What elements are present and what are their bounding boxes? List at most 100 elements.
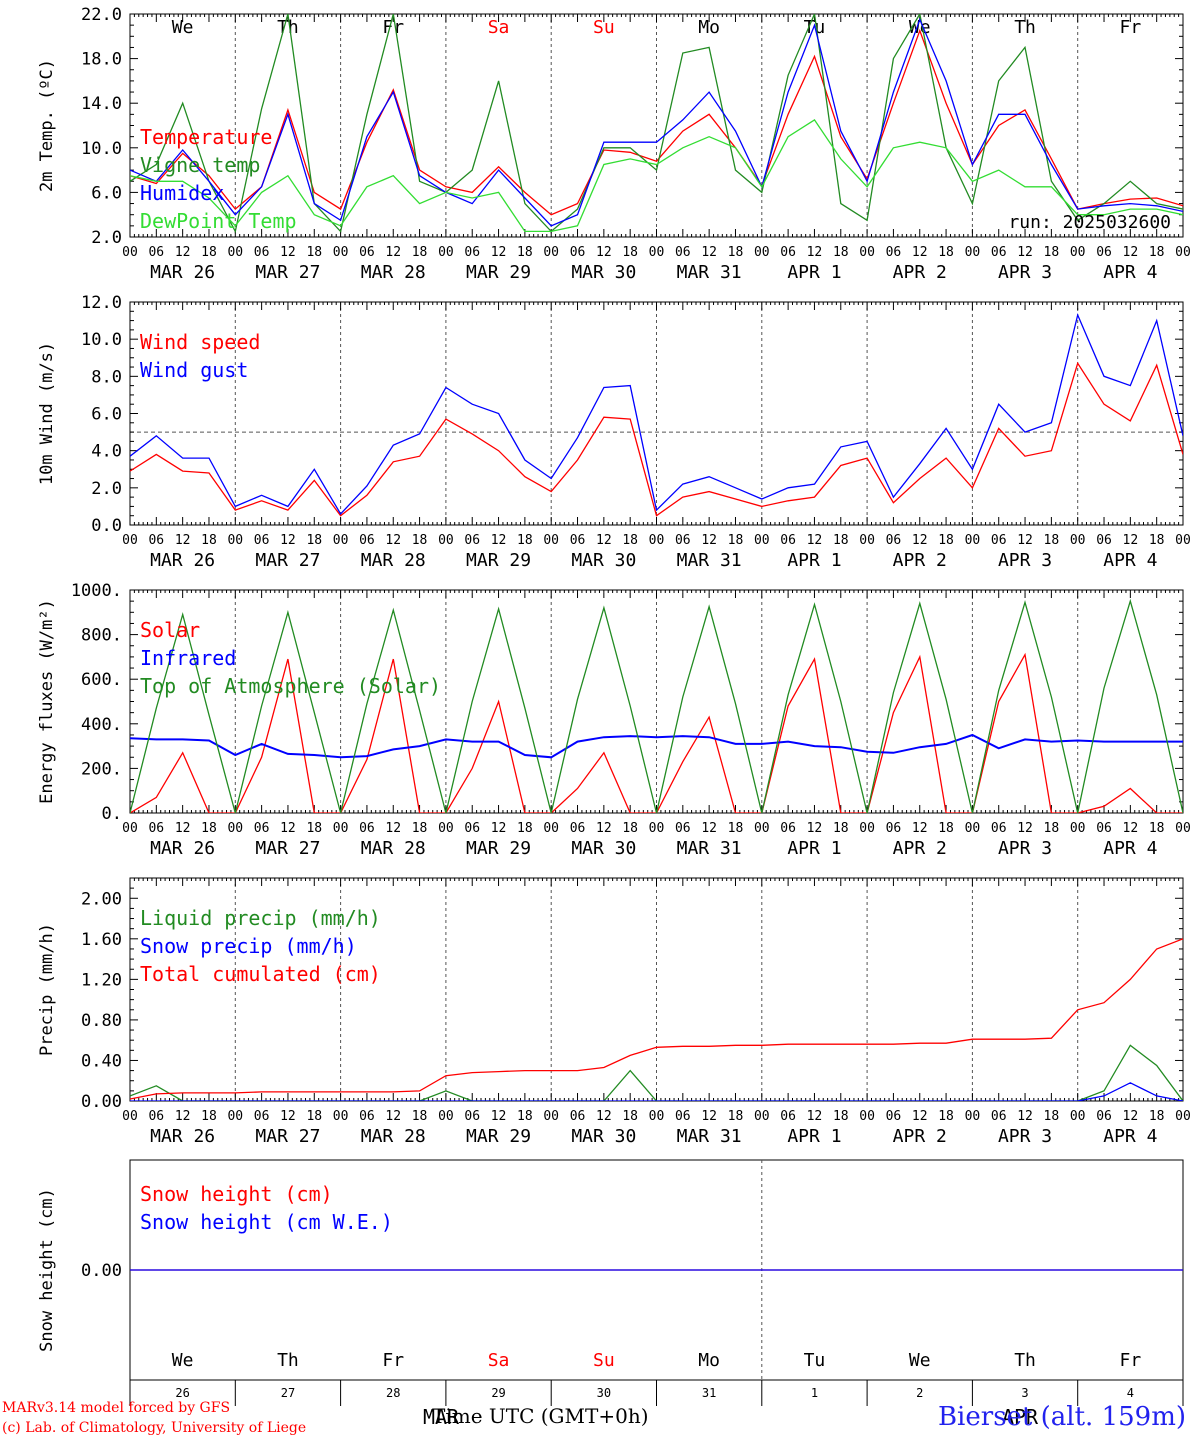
x-tick-label: 06 [675,1109,691,1124]
y-tick-label: 1.60 [81,930,122,950]
x-tick-label: 12 [1017,533,1033,548]
x-tick-label: 00 [438,821,454,836]
y-tick-label: 200. [81,759,122,779]
x-tick-label: 00 [649,821,665,836]
date-label: APR 3 [998,838,1052,859]
x-tick-label: 12 [175,1109,191,1124]
x-tick-label: 18 [517,245,533,260]
x-tick-label: 18 [833,533,849,548]
x-tick-label: 00 [543,821,559,836]
x-tick-label: 00 [333,1109,349,1124]
x-tick-label: 12 [491,245,507,260]
x-tick-label: 12 [175,533,191,548]
x-tick-label: 00 [438,245,454,260]
y-tick-label: 14.0 [81,94,122,114]
x-tick-label: 00 [1070,245,1086,260]
x-tick-label: 12 [596,1109,612,1124]
station-label: Bierset (alt. 159m) [937,1402,1186,1432]
x-tick-label: 00 [649,245,665,260]
x-tick-label: 00 [965,1109,981,1124]
x-tick-label: 06 [570,1109,586,1124]
x-tick-label: 12 [491,1109,507,1124]
x-tick-label: 00 [1070,1109,1086,1124]
x-tick-label: 18 [517,1109,533,1124]
date-label: APR 1 [787,550,841,571]
day-number-label: 27 [281,1386,295,1400]
x-tick-label: 06 [1096,533,1112,548]
run-annotation: run: 2025032600 [1008,212,1171,233]
y-axis-label: 2m Temp. (ºC) [37,59,57,192]
day-number-label: 28 [386,1386,400,1400]
weekday-label: Mo [698,1350,720,1371]
series-line-3 [130,598,1183,813]
y-tick-label: 2.00 [81,889,122,909]
weekday-label: We [172,1350,194,1371]
weekday-label: Su [593,17,615,38]
x-tick-label: 12 [280,533,296,548]
x-tick-label: 06 [886,245,902,260]
x-tick-label: 12 [1123,245,1139,260]
x-tick-label: 18 [201,533,217,548]
date-label: MAR 31 [677,262,742,283]
date-label: MAR 28 [361,1126,426,1147]
date-label: MAR 26 [150,550,215,571]
x-tick-label: 00 [438,533,454,548]
x-tick-label: 18 [1044,821,1060,836]
x-tick-label: 06 [1096,821,1112,836]
x-tick-label: 00 [754,245,770,260]
date-label: MAR 29 [466,1126,531,1147]
y-tick-label: 6.0 [91,183,122,203]
chart-panel-1: 00 06 12 18 00 06 12 18 00 06 12 18 00 06 12 18 00 06 12 18… [37,5,1191,283]
x-tick-label: 00 [1175,533,1191,548]
x-tick-label: 06 [570,245,586,260]
x-tick-label: 00 [227,533,243,548]
weekday-label: Fr [1120,17,1142,38]
x-tick-label: 18 [833,821,849,836]
x-tick-label: 18 [412,245,428,260]
x-tick-label: 06 [780,821,796,836]
legend-entry: Humidex [140,181,224,205]
x-tick-label: 06 [780,245,796,260]
date-label: APR 2 [893,262,947,283]
y-tick-label: 0.80 [81,1011,122,1031]
series-line-1 [130,361,1183,517]
series-line-2 [130,14,1183,234]
y-tick-label: 12.0 [81,293,122,313]
date-label: APR 4 [1103,838,1157,859]
x-tick-label: 06 [570,533,586,548]
date-label: MAR 29 [466,262,531,283]
x-tick-label: 18 [728,245,744,260]
x-tick-label: 06 [1096,245,1112,260]
y-tick-label: 600. [81,670,122,690]
series-line-1 [130,28,1183,216]
y-tick-label: 10.0 [81,330,122,350]
day-number-label: 31 [702,1386,716,1400]
x-tick-label: 06 [991,821,1007,836]
x-tick-label: 00 [543,533,559,548]
weekday-label: Sa [488,1350,510,1371]
x-tick-label: 18 [622,1109,638,1124]
x-tick-label: 18 [306,245,322,260]
x-tick-label: 06 [359,821,375,836]
x-tick-label: 18 [412,533,428,548]
x-tick-label: 18 [1044,533,1060,548]
x-tick-label: 06 [148,821,164,836]
date-label: MAR 27 [255,838,320,859]
x-tick-label: 00 [122,245,138,260]
y-tick-label: 4.0 [91,442,122,462]
x-tick-label: 00 [965,533,981,548]
x-tick-label: 00 [1175,821,1191,836]
date-label: APR 3 [998,262,1052,283]
y-axis-label: Energy fluxes (W/m²) [37,599,57,804]
date-label: MAR 27 [255,550,320,571]
y-tick-label: 1.20 [81,970,122,990]
chart-panel-2: 00 06 12 18 00 06 12 18 00 06 12 18 00 06 12 18 00 06 12 18… [37,293,1191,571]
legend-entry: Liquid precip (mm/h) [140,906,381,930]
x-tick-label: 06 [148,245,164,260]
x-tick-label: 06 [886,533,902,548]
x-tick-label: 12 [385,1109,401,1124]
x-axis-title: Time UTC (GMT+0h) [432,1404,649,1428]
x-tick-label: 18 [622,533,638,548]
date-label: MAR 26 [150,1126,215,1147]
day-number-label: 3 [1021,1386,1028,1400]
